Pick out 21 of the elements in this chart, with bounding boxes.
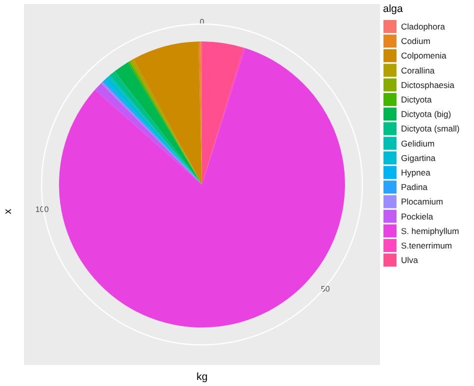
text: x	[2, 208, 14, 214]
legend-title: alga	[383, 3, 404, 15]
legend-label: Gelidium	[401, 138, 435, 148]
text: kg	[196, 371, 208, 383]
pie-slice	[59, 48, 345, 328]
legend-label: Ulva	[401, 255, 418, 266]
legend-label: S. hemiphyllum	[401, 226, 460, 236]
legend-label: Dictyota (small)	[401, 124, 460, 134]
legend-label: Corallina	[401, 65, 435, 76]
legend-label: Dictosphaesia	[401, 80, 455, 90]
legend-label: Colpomenia	[401, 50, 447, 61]
legend-label: Dictyota	[401, 94, 432, 104]
legend-label: Gigartina	[401, 152, 436, 163]
legend-label: Dictyota (big)	[401, 109, 452, 120]
legend-label: S.tenerrimum	[401, 240, 452, 250]
legend-label: Hypnea	[401, 168, 431, 178]
legend-label: Cladophora	[401, 22, 446, 32]
legend-label: Codium	[401, 36, 430, 46]
legend-label: Plocamium	[401, 196, 444, 207]
legend-label: Pockiela	[401, 211, 434, 222]
legend-label: Padina	[401, 182, 428, 192]
